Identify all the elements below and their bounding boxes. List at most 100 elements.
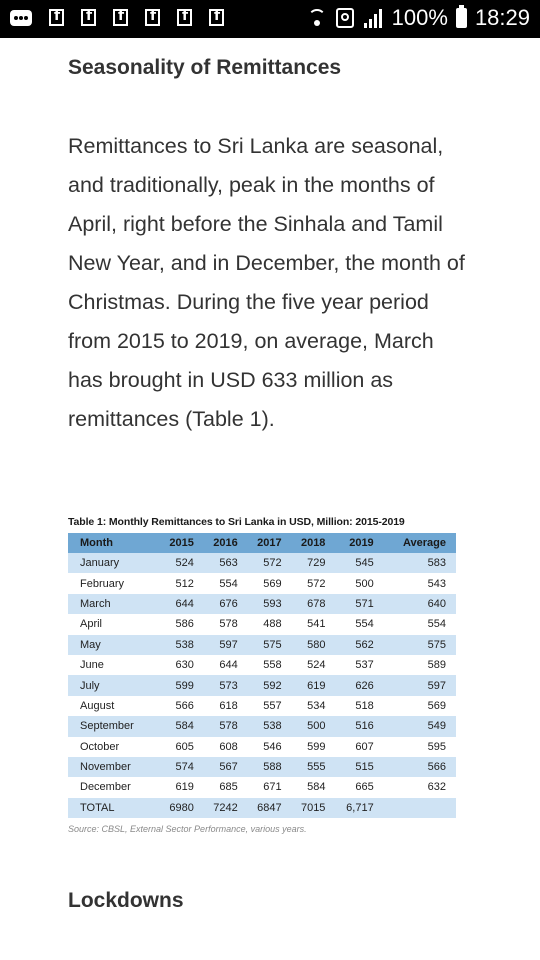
table-row: December 619 685 671 584 665 632 xyxy=(68,777,456,798)
value-cell: 608 xyxy=(199,736,244,757)
value-cell: 549 xyxy=(379,716,456,737)
column-header: 2015 xyxy=(156,533,200,553)
value-cell: 6,717 xyxy=(331,797,380,819)
value-cell: 7015 xyxy=(287,797,332,819)
value-cell: 588 xyxy=(243,756,288,778)
value-cell: 538 xyxy=(156,634,200,655)
facebook-icon xyxy=(81,8,96,26)
value-cell: 575 xyxy=(243,634,288,655)
facebook-icon xyxy=(49,8,64,26)
table-source: Source: CBSL, External Sector Performanc… xyxy=(68,824,307,835)
row-label-cell: TOTAL xyxy=(68,797,156,819)
value-cell: 593 xyxy=(243,593,288,615)
value-cell: 665 xyxy=(331,777,380,798)
battery-icon xyxy=(455,5,467,28)
value-cell: 558 xyxy=(243,654,288,676)
value-cell: 569 xyxy=(243,573,288,594)
value-cell: 515 xyxy=(331,756,380,778)
value-cell: 619 xyxy=(287,675,332,696)
value-cell: 512 xyxy=(156,573,200,594)
row-label-cell: February xyxy=(68,573,156,594)
value-cell: 599 xyxy=(287,736,332,757)
value-cell: 644 xyxy=(199,654,244,676)
section-heading-lockdowns: Lockdowns xyxy=(68,889,184,912)
row-label-cell: June xyxy=(68,654,156,676)
value-cell: 597 xyxy=(199,634,244,655)
value-cell: 632 xyxy=(379,777,456,798)
table-row: August 566 618 557 534 518 569 xyxy=(68,695,456,717)
value-cell: 595 xyxy=(379,736,456,757)
table-row: October 605 608 546 599 607 595 xyxy=(68,736,456,757)
table-row: January 524 563 572 729 545 583 xyxy=(68,553,456,574)
value-cell: 599 xyxy=(156,675,200,696)
value-cell: 574 xyxy=(156,756,200,778)
value-cell xyxy=(379,797,456,819)
table-body: January 524 563 572 729 545 583 February 512 554 5… xyxy=(68,553,456,819)
row-label-cell: March xyxy=(68,593,156,615)
value-cell: 518 xyxy=(331,695,380,717)
column-header: 2018 xyxy=(287,533,332,553)
row-label-cell: September xyxy=(68,716,156,737)
value-cell: 597 xyxy=(379,675,456,696)
row-label-cell: October xyxy=(68,736,156,757)
value-cell: 729 xyxy=(287,553,332,574)
row-label-cell: August xyxy=(68,695,156,717)
value-cell: 583 xyxy=(379,553,456,574)
wifi-icon xyxy=(306,7,328,29)
value-cell: 566 xyxy=(156,695,200,717)
article-paragraph: Remittances to Sri Lanka are seasonal, a… xyxy=(68,134,465,431)
value-cell: 578 xyxy=(199,716,244,737)
value-cell: 566 xyxy=(379,756,456,778)
row-label-cell: July xyxy=(68,675,156,696)
facebook-icon xyxy=(145,8,160,26)
value-cell: 500 xyxy=(331,573,380,594)
clock: 18:29 xyxy=(474,5,530,30)
table-header-row: Month 2015 2016 2017 2018 2019 Average xyxy=(68,533,456,553)
data-saver-icon xyxy=(335,8,354,28)
table-row: April 586 578 488 541 554 554 xyxy=(68,614,456,635)
column-header: 2017 xyxy=(243,533,288,553)
remittance-table-figure: Table 1: Monthly Remittances to Sri Lank… xyxy=(68,512,460,834)
row-label-cell: May xyxy=(68,634,156,655)
table-row: November 574 567 588 555 515 566 xyxy=(68,756,456,778)
table-row: July 599 573 592 619 626 597 xyxy=(68,675,456,696)
facebook-icon xyxy=(209,8,224,26)
column-header: Month xyxy=(68,533,156,553)
facebook-icon xyxy=(177,8,192,26)
value-cell: 554 xyxy=(199,573,244,594)
value-cell: 584 xyxy=(156,716,200,737)
value-cell: 571 xyxy=(331,593,380,615)
value-cell: 537 xyxy=(331,654,380,676)
row-label-cell: November xyxy=(68,756,156,778)
value-cell: 543 xyxy=(379,573,456,594)
value-cell: 589 xyxy=(379,654,456,676)
value-cell: 7242 xyxy=(199,797,244,819)
value-cell: 618 xyxy=(199,695,244,717)
table-row: June 630 644 558 524 537 589 xyxy=(68,654,456,676)
value-cell: 671 xyxy=(243,777,288,798)
facebook-icon xyxy=(113,8,128,26)
value-cell: 555 xyxy=(287,756,332,778)
value-cell: 586 xyxy=(156,614,200,635)
value-cell: 578 xyxy=(199,614,244,635)
value-cell: 572 xyxy=(287,573,332,594)
value-cell: 534 xyxy=(287,695,332,717)
value-cell: 567 xyxy=(199,756,244,778)
table-row: September 584 578 538 500 516 549 xyxy=(68,716,456,737)
value-cell: 6980 xyxy=(156,797,200,819)
row-label-cell: April xyxy=(68,614,156,635)
more-notifications-icon xyxy=(10,9,32,26)
value-cell: 500 xyxy=(287,716,332,737)
value-cell: 488 xyxy=(243,614,288,635)
table-total-row: TOTAL 6980 7242 6847 7015 6,717 xyxy=(68,797,456,819)
status-bar: 100% 18:29 xyxy=(0,0,540,38)
battery-percent: 100% xyxy=(391,5,448,30)
value-cell: 541 xyxy=(287,614,332,635)
value-cell: 678 xyxy=(287,593,332,615)
value-cell: 516 xyxy=(331,716,380,737)
table-row: May 538 597 575 580 562 575 xyxy=(68,634,456,655)
value-cell: 605 xyxy=(156,736,200,757)
value-cell: 640 xyxy=(379,593,456,615)
value-cell: 580 xyxy=(287,634,332,655)
value-cell: 546 xyxy=(243,736,288,757)
